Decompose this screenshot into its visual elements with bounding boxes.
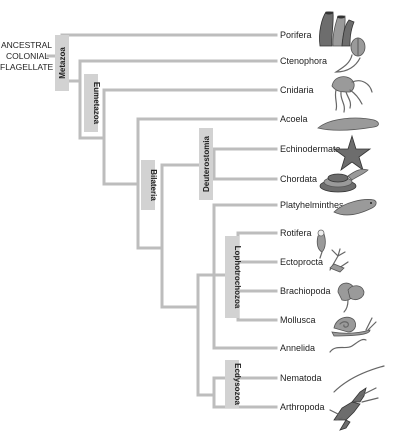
taxon-chordata: Chordata	[280, 174, 317, 184]
clade-lophotrochozoa: Lophotrochozoa	[225, 236, 242, 318]
root-label-line-1: ANCESTRAL	[1, 40, 52, 50]
flatworm-icon	[333, 199, 377, 216]
clade-metazoa: Metazoa	[55, 35, 69, 91]
taxon-brachiopoda: Brachiopoda	[280, 286, 331, 296]
taxon-arthropoda: Arthropoda	[280, 402, 325, 412]
bryozoan-icon	[329, 248, 349, 273]
taxon-mollusca: Mollusca	[280, 315, 316, 325]
taxon-cnidaria: Cnidaria	[280, 85, 314, 95]
acoel-worm-icon	[317, 117, 379, 131]
clade-label-metazoa: Metazoa	[58, 47, 67, 79]
roundworm-icon	[333, 365, 385, 393]
taxon-labels: Porifera Ctenophora Cnidaria Acoela Echi…	[280, 30, 344, 412]
clade-label-eumetazoa: Eumetazoa	[92, 82, 101, 125]
taxon-echinodermata: Echinodermata	[280, 144, 341, 154]
taxon-ctenophora: Ctenophora	[280, 56, 327, 66]
root-label-line-2: COLONIAL	[6, 51, 49, 61]
lobster-icon	[329, 387, 379, 431]
snake-icon	[319, 168, 369, 193]
root-label: ANCESTRAL COLONIAL FLAGELLATE	[0, 40, 54, 72]
clade-deuterostomia: Deuterostomia	[199, 128, 213, 200]
taxon-annelida: Annelida	[280, 343, 315, 353]
lamp-shell-icon	[337, 282, 365, 313]
rotifer-icon	[316, 229, 326, 259]
taxon-porifera: Porifera	[280, 30, 312, 40]
root-label-line-3: FLAGELLATE	[0, 62, 54, 72]
clade-label-ecdysozoa: Ecdysozoa	[233, 363, 242, 405]
clade-bilateria: Bilateria	[141, 160, 158, 210]
earthworm-icon	[329, 338, 367, 353]
taxon-rotifera: Rotifera	[280, 228, 312, 238]
clade-label-bilateria: Bilateria	[149, 169, 158, 201]
taxon-ectoprocta: Ectoprocta	[280, 257, 323, 267]
tree-branches	[46, 33, 278, 409]
sponge-icon	[319, 11, 355, 47]
snail-icon	[331, 316, 377, 337]
clade-label-deuterostomia: Deuterostomia	[202, 135, 211, 192]
taxon-nematoda: Nematoda	[280, 373, 322, 383]
taxon-platyhelminthes: Platyhelminthes	[280, 200, 344, 210]
sea-star-icon	[332, 134, 372, 172]
clade-ecdysozoa: Ecdysozoa	[225, 360, 242, 408]
taxon-acoela: Acoela	[280, 114, 308, 124]
clade-label-lophotrochozoa: Lophotrochozoa	[233, 246, 242, 309]
jellyfish-icon	[331, 76, 373, 113]
comb-jelly-icon	[334, 37, 366, 73]
clade-eumetazoa: Eumetazoa	[84, 74, 101, 132]
